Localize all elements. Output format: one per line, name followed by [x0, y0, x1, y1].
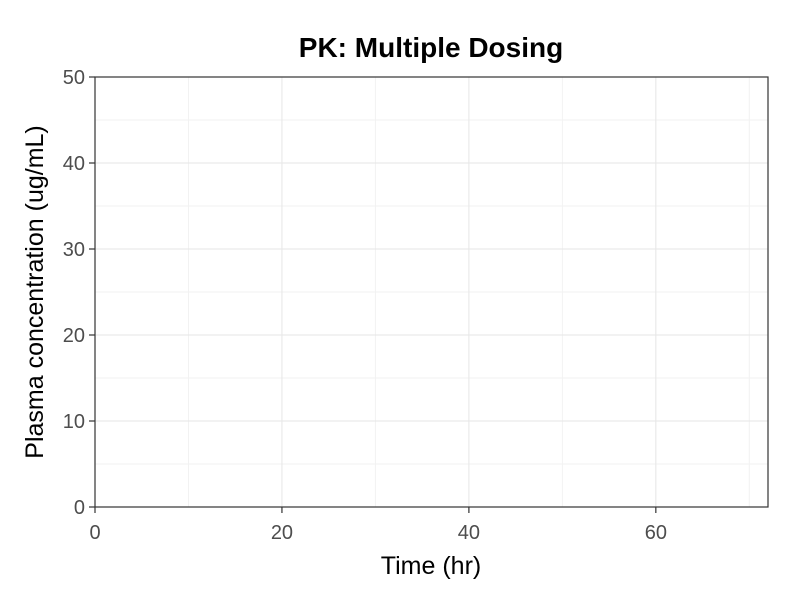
- y-tick-label: 0: [74, 497, 85, 519]
- y-tick-label: 20: [63, 325, 85, 347]
- x-tick-label: 0: [89, 522, 100, 544]
- y-tick-label: 30: [63, 239, 85, 261]
- y-tick-label: 50: [63, 67, 85, 89]
- x-tick-label: 60: [645, 522, 667, 544]
- plot-panel-border: [94, 76, 769, 508]
- chart-title: PK: Multiple Dosing: [299, 32, 563, 63]
- y-tick-label: 40: [63, 153, 85, 175]
- y-tick-label: 10: [63, 411, 85, 433]
- x-tick-label: 20: [271, 522, 293, 544]
- x-axis-title: Time (hr): [381, 552, 481, 580]
- x-tick-label: 40: [458, 522, 480, 544]
- y-axis-ticks: 0 10 20 30 40 50: [63, 67, 95, 519]
- x-axis-ticks: 0 20 40 60: [89, 507, 667, 544]
- y-axis-title: Plasma concentration (ug/mL): [21, 125, 49, 458]
